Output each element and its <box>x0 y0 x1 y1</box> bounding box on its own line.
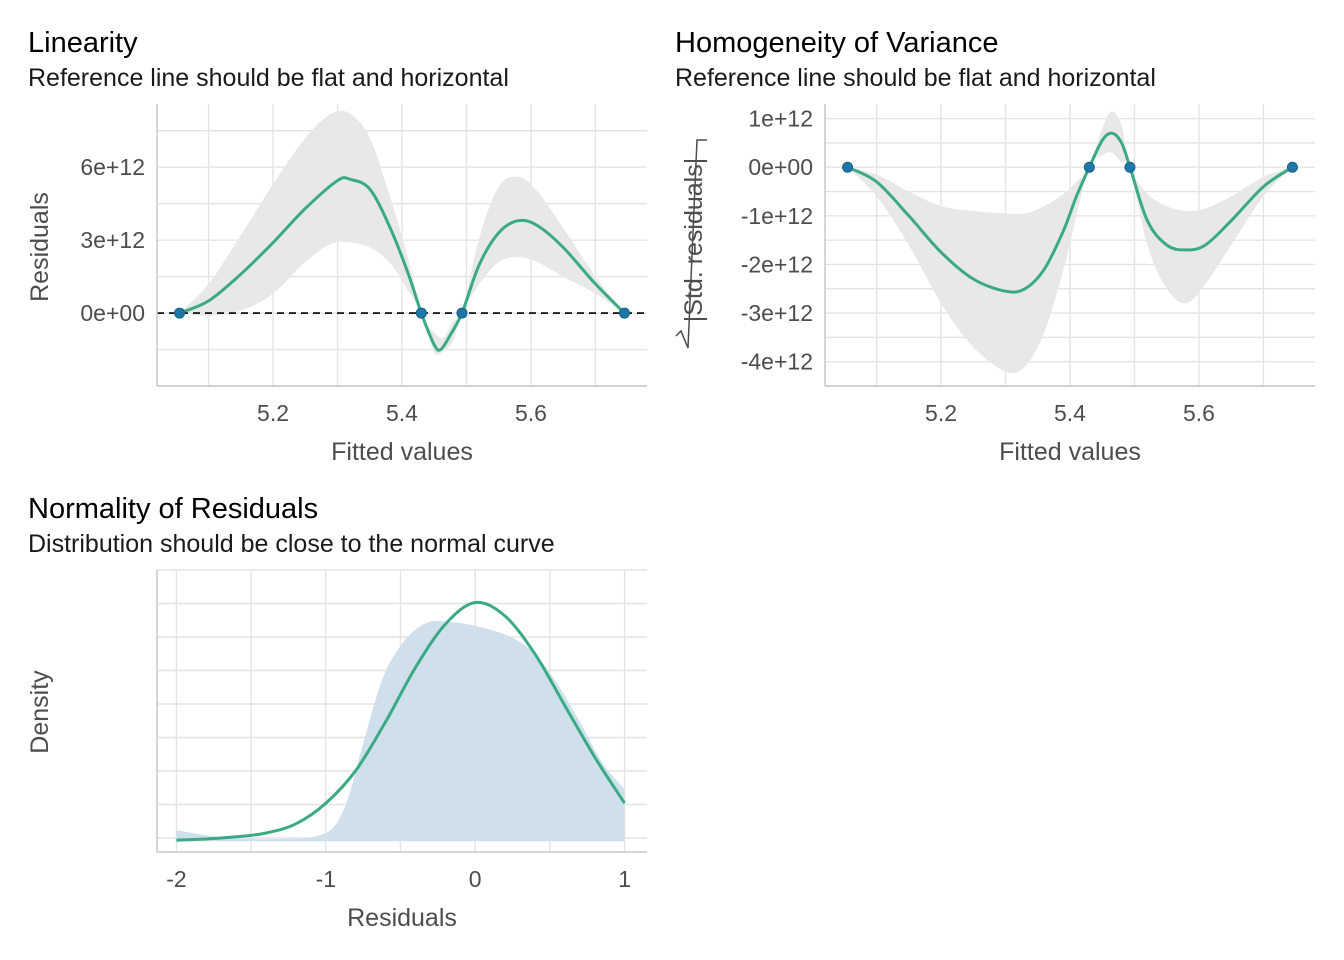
confidence-band <box>179 110 625 355</box>
x-tick-label: 5.4 <box>1054 400 1086 426</box>
data-point <box>1083 161 1095 173</box>
x-tick-labels: 5.2 5.4 5.6 <box>925 400 1215 426</box>
y-tick-labels: 1e+12 0e+00 -1e+12 -2e+12 -3e+12 -4e+12 <box>741 106 813 375</box>
data-point <box>456 307 468 319</box>
data-point <box>174 307 186 319</box>
panel-subtitle: Reference line should be flat and horizo… <box>675 64 1156 92</box>
data-point <box>842 161 854 173</box>
panel-subtitle: Reference line should be flat and horizo… <box>28 64 509 92</box>
points <box>174 307 630 319</box>
data-point <box>415 307 427 319</box>
smooth-line <box>178 176 626 352</box>
y-tick-label: 3e+12 <box>80 227 145 253</box>
y-tick-label: 0e+00 <box>80 300 145 326</box>
panel-title: Linearity <box>28 27 138 59</box>
density-area <box>176 620 625 842</box>
sqrt-symbol <box>675 139 707 349</box>
y-tick-labels: 0e+00 3e+12 6e+12 <box>80 154 145 326</box>
y-tick-label: -1e+12 <box>741 203 813 229</box>
data-point <box>1286 161 1298 173</box>
x-tick-labels: -2 -1 0 1 <box>166 866 631 892</box>
axes <box>824 104 1315 387</box>
data-point <box>618 307 630 319</box>
x-tick-labels: 5.2 5.4 5.6 <box>257 400 547 426</box>
panel-title: Homogeneity of Variance <box>675 27 998 59</box>
x-tick-label: -2 <box>166 866 186 892</box>
x-tick-label: 5.2 <box>925 400 957 426</box>
panel-homogeneity: Homogeneity of Variance Reference line s… <box>675 27 1315 466</box>
x-axis-label: Fitted values <box>331 438 473 466</box>
smooth-line <box>846 131 1294 294</box>
y-axis-label: Density <box>26 670 54 754</box>
x-tick-label: 0 <box>469 866 482 892</box>
normal-curve <box>176 600 626 842</box>
x-axis-label: Residuals <box>347 904 457 932</box>
axes <box>156 104 647 387</box>
x-tick-label: -1 <box>316 866 336 892</box>
x-tick-label: 5.6 <box>1183 400 1215 426</box>
axes <box>156 570 647 853</box>
x-tick-label: 1 <box>618 866 631 892</box>
grid <box>825 104 1315 387</box>
y-tick-label: -2e+12 <box>741 251 813 277</box>
x-tick-label: 5.2 <box>257 400 289 426</box>
y-tick-label: 6e+12 <box>80 154 145 180</box>
panel-subtitle: Distribution should be close to the norm… <box>28 530 555 558</box>
y-axis-label: Residuals <box>26 192 54 302</box>
x-axis-label: Fitted values <box>999 438 1141 466</box>
points <box>842 161 1298 173</box>
y-tick-label: -4e+12 <box>741 349 813 375</box>
panel-linearity: Linearity Reference line should be flat … <box>26 27 647 466</box>
panel-normality: Normality of Residuals Distribution shou… <box>26 493 647 932</box>
x-tick-label: 5.6 <box>515 400 547 426</box>
panel-title: Normality of Residuals <box>28 493 318 525</box>
data-point <box>1124 161 1136 173</box>
y-axis-label-group: |Std. residuals| <box>675 139 708 349</box>
y-tick-label: 1e+12 <box>748 106 813 132</box>
y-tick-label: -3e+12 <box>741 300 813 326</box>
y-tick-label: 0e+00 <box>748 154 813 180</box>
x-tick-label: 5.4 <box>386 400 418 426</box>
confidence-band <box>847 111 1293 374</box>
y-axis-label: |Std. residuals| <box>680 158 708 322</box>
